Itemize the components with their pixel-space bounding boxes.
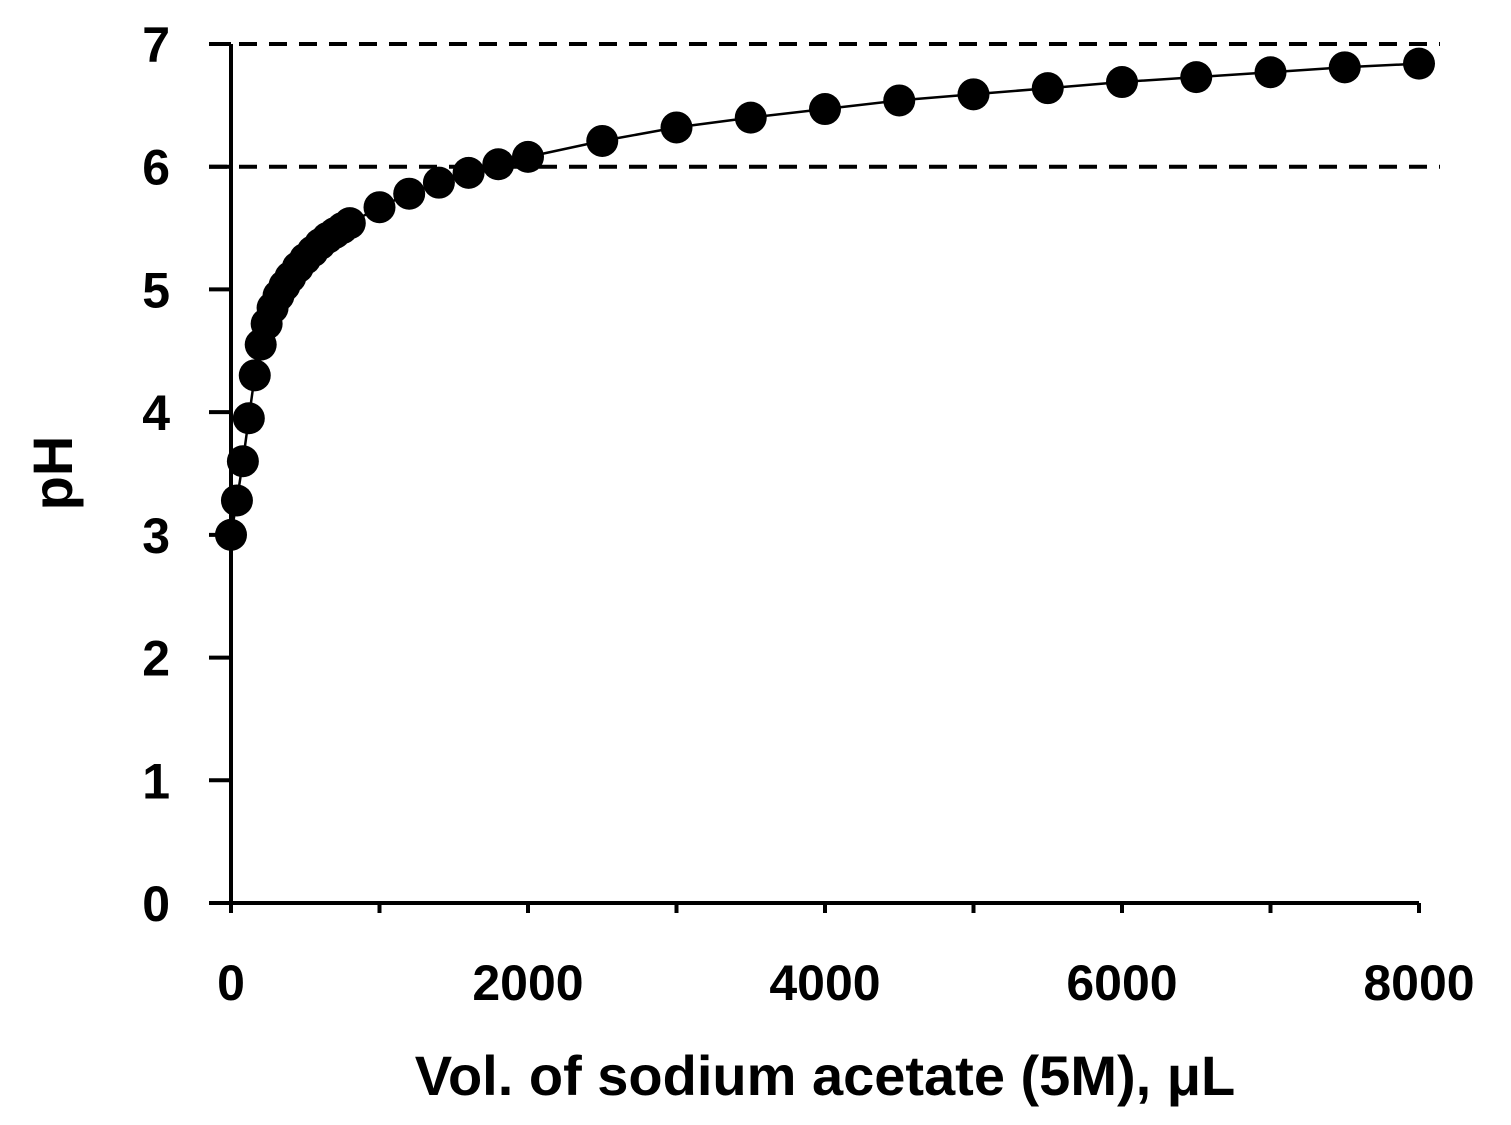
- y-tick-label-2: 2: [142, 631, 170, 687]
- series-line-0: [229, 62, 1420, 536]
- data-point: [215, 518, 247, 551]
- data-point: [660, 111, 693, 144]
- axes: [209, 44, 1419, 905]
- y-ticks: 0 1 2 3 4 5 6 7: [142, 17, 231, 932]
- y-tick-label-5: 5: [142, 262, 170, 318]
- data-point: [333, 207, 366, 240]
- data-point: [393, 177, 426, 210]
- data-point: [482, 148, 515, 181]
- x-tick-label-2000: 2000: [472, 955, 583, 1011]
- data-point: [422, 166, 455, 199]
- y-axis-title: pH: [21, 436, 84, 511]
- x-tick-label-4000: 4000: [769, 955, 880, 1011]
- data-point: [1328, 51, 1361, 84]
- data-point: [1106, 66, 1138, 99]
- data-point: [809, 93, 841, 126]
- data-point: [1031, 72, 1064, 105]
- data-point: [1403, 47, 1435, 80]
- data-point: [226, 445, 259, 478]
- data-point: [883, 84, 916, 117]
- data-point: [363, 191, 396, 224]
- y-tick-label-0: 0: [142, 876, 170, 932]
- data-point: [238, 359, 271, 392]
- x-axis-title: Vol. of sodium acetate (5M), μL: [415, 1044, 1235, 1107]
- x-tick-label-0: 0: [217, 955, 245, 1011]
- x-tick-label-8000: 8000: [1363, 955, 1474, 1011]
- series-layer: [215, 47, 1435, 551]
- y-tick-label-4: 4: [142, 385, 170, 441]
- y-tick-label-1: 1: [142, 753, 170, 809]
- data-point: [1254, 56, 1287, 89]
- data-point: [232, 402, 265, 435]
- data-point: [512, 140, 544, 173]
- y-tick-label-3: 3: [142, 508, 170, 564]
- x-ticks: 0 2000 4000 6000 8000: [217, 903, 1475, 1011]
- data-point: [1180, 61, 1213, 94]
- y-tick-label-7: 7: [142, 17, 170, 73]
- data-point: [586, 124, 619, 157]
- data-point: [220, 484, 253, 517]
- reference-lines: [209, 42, 1440, 169]
- data-point: [957, 78, 990, 111]
- data-point: [452, 156, 485, 189]
- y-tick-label-6: 6: [142, 140, 170, 196]
- x-tick-label-6000: 6000: [1066, 955, 1177, 1011]
- data-point: [734, 101, 767, 134]
